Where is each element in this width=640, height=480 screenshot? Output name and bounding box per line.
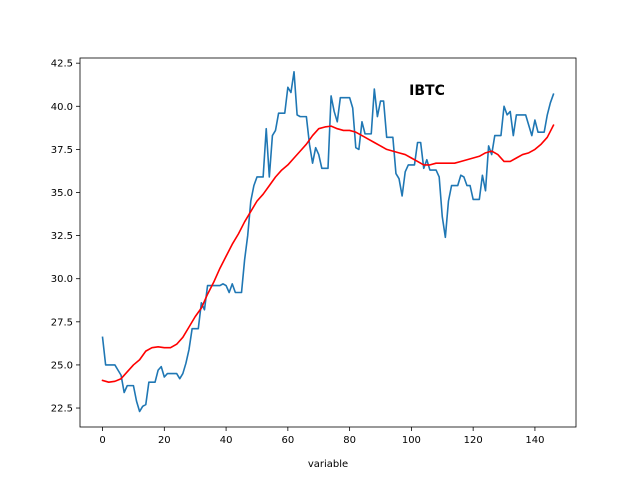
y-tick-label: 42.5 [51, 59, 73, 70]
x-tick-label: 100 [402, 435, 421, 446]
y-tick-label: 25.0 [51, 360, 73, 371]
x-axis-ticks: 0 20 40 60 80 100 120 140 [99, 427, 544, 446]
y-tick-label: 37.5 [51, 145, 73, 156]
x-tick-label: 60 [281, 435, 294, 446]
y-axis-ticks: 22.5 25.0 27.5 30.0 32.5 35.0 37.5 40.0 42.5 [51, 59, 80, 415]
plot-area [80, 58, 576, 427]
x-tick-label: 120 [464, 435, 483, 446]
x-tick-label: 20 [158, 435, 171, 446]
x-tick-label: 140 [525, 435, 544, 446]
y-tick-label: 35.0 [51, 188, 73, 199]
series-layer [101, 70, 555, 413]
x-tick-label: 0 [99, 435, 105, 446]
axes-frame [79, 57, 577, 428]
x-axis-label: variable [308, 459, 348, 470]
chart-title: IBTC [409, 83, 445, 99]
series-line-2 [101, 124, 555, 383]
y-tick-label: 40.0 [51, 102, 73, 113]
y-tick-label: 32.5 [51, 231, 73, 242]
y-tick-label: 30.0 [51, 274, 73, 285]
x-tick-label: 40 [220, 435, 233, 446]
x-tick-label: 80 [343, 435, 356, 446]
series-line-1 [101, 70, 555, 413]
y-tick-label: 22.5 [51, 404, 73, 415]
y-tick-label: 27.5 [51, 317, 73, 328]
